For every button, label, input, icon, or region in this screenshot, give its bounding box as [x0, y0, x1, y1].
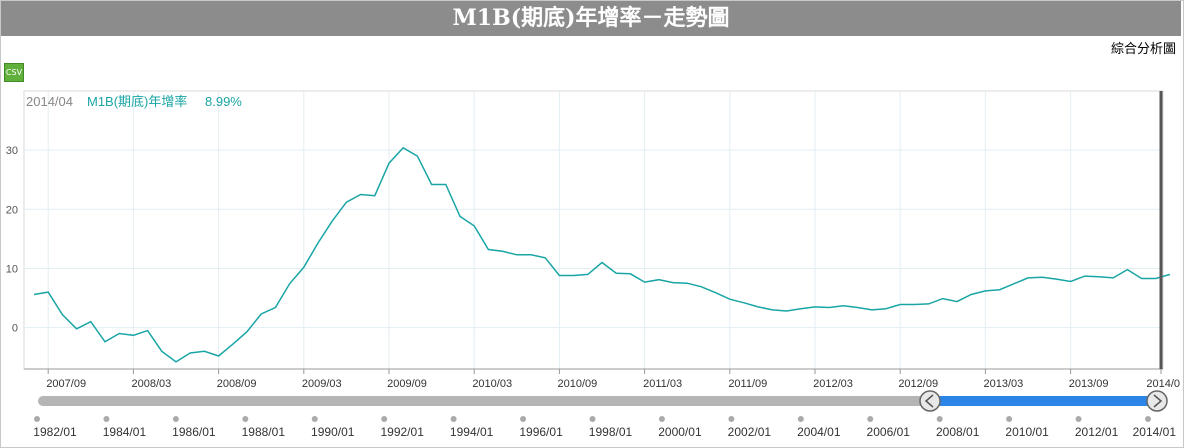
navigator-label-dot: [867, 416, 874, 422]
navigator-selected-range[interactable]: [930, 396, 1157, 406]
navigator-label-dot: [381, 416, 388, 422]
navigator-label-dot: [936, 416, 943, 422]
tooltip: 2014/04 M1B(期底)年增率 8.99%: [26, 94, 242, 109]
navigator-label: 1990/01: [311, 425, 355, 439]
navigator-label-dot: [797, 416, 804, 422]
navigator-label-dot: [589, 416, 596, 422]
series-line-m1b: [33, 146, 1171, 363]
navigator-left-handle[interactable]: [919, 390, 941, 412]
x-tick-label: 2008/03: [132, 378, 172, 390]
x-tick-label: 2010/09: [558, 378, 598, 390]
navigator-label: 1984/01: [103, 425, 147, 439]
navigator-scroll-track[interactable]: [38, 396, 1158, 406]
grid-lines: [24, 91, 1163, 369]
navigator-label: 1996/01: [519, 425, 563, 439]
x-tick-label: 2011/03: [643, 378, 682, 390]
y-tick-label: 10: [6, 263, 18, 275]
x-tick-label: 2008/09: [217, 378, 257, 390]
navigator-label-dot: [172, 416, 179, 422]
navigator-label: 2004/01: [797, 425, 841, 439]
navigator-label-dot: [520, 416, 527, 422]
tooltip-series-label: M1B(期底)年增率: [87, 94, 187, 109]
navigator-labels: 1982/01 1984/01 1986/01 1988/01 1990/01 1992/…: [33, 416, 1176, 439]
x-tick-label: 2007/09: [46, 378, 86, 390]
navigator-label-dot: [311, 416, 318, 422]
navigator-label-dot: [242, 416, 249, 422]
navigator-label: 2000/01: [658, 425, 702, 439]
navigator-right-handle[interactable]: [1146, 390, 1168, 412]
navigator-label: 2012/01: [1075, 425, 1119, 439]
navigator-label: 1988/01: [242, 425, 286, 439]
x-tick-label: 2011/09: [728, 378, 767, 390]
navigator-label-dot: [1075, 416, 1082, 422]
x-tick-label: 2013/03: [984, 378, 1024, 390]
analysis-chart-link[interactable]: 綜合分析圖: [1110, 42, 1176, 57]
tooltip-value: 8.99%: [205, 94, 242, 109]
x-tick-label: 2013/09: [1069, 378, 1109, 390]
navigator-label-dot: [1145, 416, 1151, 422]
page-title: M1B(期底)年增率－走勢圖: [1, 1, 1181, 36]
y-axis: 0 10 20 30: [6, 145, 18, 334]
navigator-label: 2014/01: [1133, 425, 1177, 439]
x-tick-label: 2009/03: [302, 378, 342, 390]
navigator-label: 2010/01: [1005, 425, 1049, 439]
x-tick-label: 2010/03: [472, 378, 512, 390]
navigator-label: 2002/01: [728, 425, 772, 439]
navigator-label: 1994/01: [450, 425, 494, 439]
csv-download-icon[interactable]: CSV: [4, 63, 24, 82]
navigator-label: 1982/01: [33, 425, 77, 439]
navigator-label: 1986/01: [172, 425, 216, 439]
navigator-label-dot: [1006, 416, 1013, 422]
x-tick-label: 2012/03: [813, 378, 853, 390]
x-axis: 2007/09 2008/03 2008/09 2009/03 2009/09 2010/…: [24, 368, 1180, 390]
navigator-label: 1998/01: [589, 425, 633, 439]
y-tick-label: 0: [12, 323, 18, 335]
navigator-label-dot: [658, 416, 665, 422]
x-tick-label: 2009/09: [387, 378, 427, 390]
navigator-label-dot: [103, 416, 110, 422]
navigator[interactable]: 1982/01 1984/01 1986/01 1988/01 1990/01 1992/…: [33, 390, 1176, 439]
navigator-label: 2006/01: [867, 425, 911, 439]
navigator-label-dot: [450, 416, 457, 422]
y-tick-label: 20: [6, 204, 18, 216]
navigator-label-dot: [34, 416, 40, 422]
navigator-label: 2008/01: [936, 425, 980, 439]
tooltip-date: 2014/04: [26, 94, 73, 109]
x-tick-label: 2012/09: [898, 378, 938, 390]
x-tick-label: 2014/0: [1146, 378, 1180, 390]
y-tick-label: 30: [6, 145, 18, 157]
navigator-label: 1992/01: [380, 425, 424, 439]
navigator-label-dot: [728, 416, 735, 422]
